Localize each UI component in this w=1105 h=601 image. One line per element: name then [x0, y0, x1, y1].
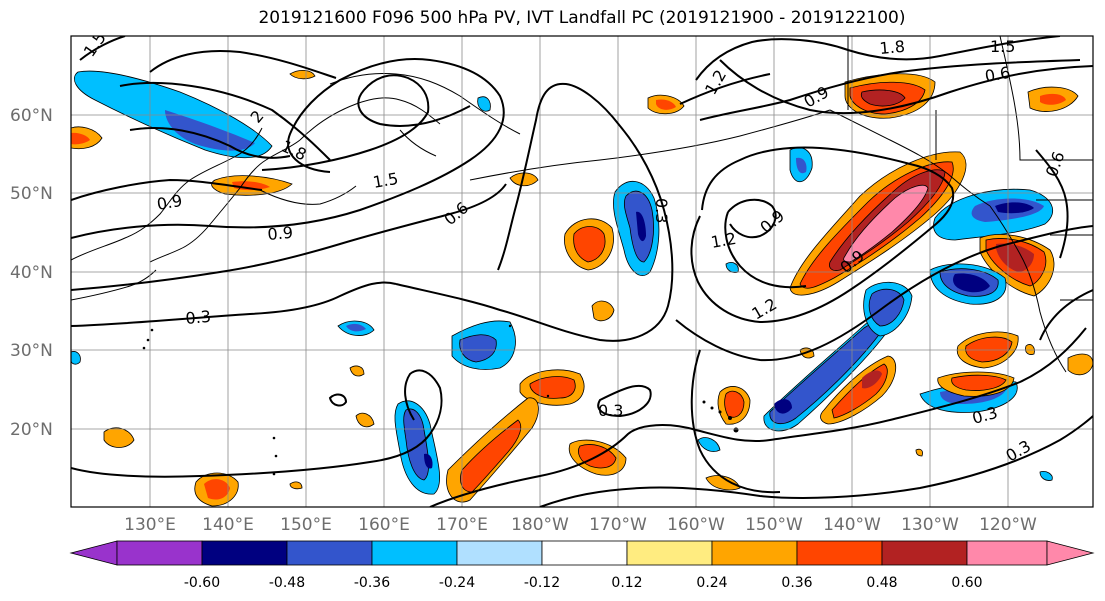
map-title: 2019121600 F096 500 hPa PV, IVT Landfall…: [258, 8, 906, 28]
contour-label: 1.5: [371, 169, 399, 192]
colorbar-tick: 0.60: [951, 575, 982, 591]
lon-label: 150°E: [280, 515, 332, 535]
lon-label: 130°W: [901, 515, 959, 535]
shading-layer: [71, 70, 1093, 507]
contour-label: 0.9: [155, 191, 183, 214]
lon-label: 160°E: [358, 515, 410, 535]
colorbar-bin: [881, 540, 968, 566]
contour-label: 1.8: [879, 37, 906, 58]
colorbar-bin: [201, 540, 288, 566]
coastlines: [71, 36, 1093, 373]
colorbar-tick: -0.24: [439, 575, 475, 591]
colorbar-bin: [286, 540, 373, 566]
contour-label: 0.3: [185, 307, 212, 328]
lat-label: 20°N: [10, 420, 53, 440]
lat-label: 30°N: [10, 341, 53, 361]
colorbar-bin: [796, 540, 883, 566]
colorbar-bin: [456, 540, 543, 566]
lon-label: 170°W: [589, 515, 647, 535]
colorbar-tick: -0.60: [184, 575, 220, 591]
latitude-labels: 60°N 50°N 40°N 30°N 20°N: [10, 106, 53, 440]
lon-label: 120°W: [979, 515, 1037, 535]
colorbar-tick: 0.36: [781, 575, 812, 591]
lon-label: 170°E: [436, 515, 488, 535]
contour-label: 1.2: [709, 229, 737, 252]
colorbar-tick: -0.12: [524, 575, 560, 591]
anomaly-core-pink: [843, 184, 929, 263]
longitude-labels: 130°E 140°E 150°E 160°E 170°E 180°W 170°…: [124, 515, 1037, 535]
colorbar-tick: -0.36: [354, 575, 390, 591]
map-background: [71, 36, 1093, 507]
anomaly-negative-1b: [165, 110, 255, 151]
contour-label: 1.5: [990, 37, 1015, 56]
lon-label: 140°E: [202, 515, 254, 535]
colorbar-tick: 0.24: [696, 575, 727, 591]
map-frame: [70, 35, 1094, 508]
colorbar-bin: [966, 540, 1048, 566]
colorbar-low-extend: [69, 540, 118, 566]
pv-contours: [71, 36, 1093, 507]
lat-label: 50°N: [10, 184, 53, 204]
colorbar-high-extend: [1046, 540, 1095, 566]
contour-label: 0.3: [598, 401, 623, 420]
colorbar-tick: -0.48: [269, 575, 305, 591]
lon-label: 130°E: [124, 515, 176, 535]
lon-label: 150°W: [745, 515, 803, 535]
lon-label: 180°W: [511, 515, 569, 535]
lon-label: 160°W: [667, 515, 725, 535]
contour-label: 0.9: [267, 223, 294, 244]
colorbar: [69, 540, 1095, 566]
colorbar-bin: [626, 540, 713, 566]
contour-label: 0.6: [983, 63, 1011, 86]
colorbar-bin: [541, 540, 628, 566]
contour-label: 0.3: [652, 198, 671, 223]
colorbar-bin: [711, 540, 798, 566]
lon-label: 140°W: [823, 515, 881, 535]
colorbar-bin: [116, 540, 203, 566]
lat-label: 40°N: [10, 263, 53, 283]
colorbar-ticks: -0.60 -0.48 -0.36 -0.24 -0.12 0.12 0.24 …: [184, 575, 983, 591]
colorbar-bin: [371, 540, 458, 566]
islands: [142, 324, 739, 476]
gridlines: [71, 36, 1093, 507]
colorbar-tick: 0.48: [866, 575, 897, 591]
colorbar-tick: 0.12: [611, 575, 642, 591]
lat-label: 60°N: [10, 106, 53, 126]
